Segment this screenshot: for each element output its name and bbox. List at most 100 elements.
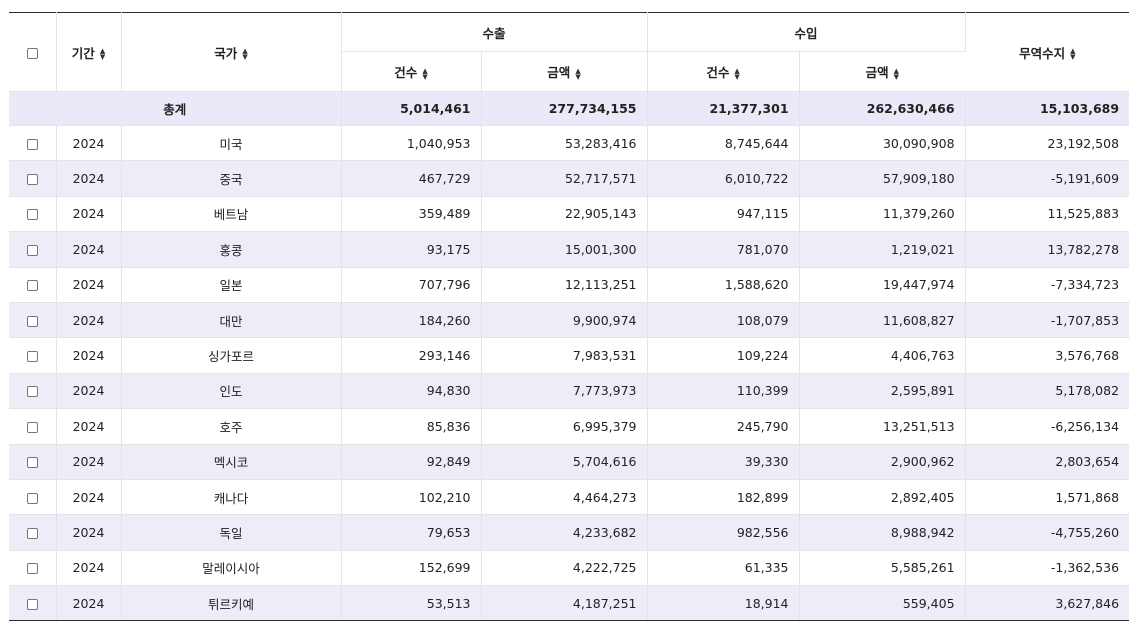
cell-import-amount: 57,909,180 bbox=[799, 160, 966, 197]
cell-country: 일본 bbox=[121, 267, 342, 303]
header-balance[interactable]: 무역수지 ▲ ▼ bbox=[965, 12, 1130, 92]
cell-import-amount: 1,219,021 bbox=[799, 231, 966, 268]
row-select-cell bbox=[9, 514, 57, 551]
row-checkbox[interactable] bbox=[26, 386, 38, 398]
cell-import-amount: 11,608,827 bbox=[799, 302, 966, 339]
header-import-count[interactable]: 건수 ▲ ▼ bbox=[647, 51, 800, 92]
cell-export-count: 293,146 bbox=[341, 337, 482, 374]
row-checkbox[interactable] bbox=[26, 527, 38, 539]
cell-import-count: 8,745,644 bbox=[647, 125, 800, 162]
header-country[interactable]: 국가 ▲ ▼ bbox=[121, 12, 342, 92]
row-checkbox[interactable] bbox=[26, 563, 38, 575]
table-row[interactable]: 2024 인도 94,830 7,773,973 110,399 2,595,891 5,1… bbox=[9, 373, 1130, 410]
cell-export-count: 467,729 bbox=[341, 160, 482, 197]
cell-export-amount: 7,983,531 bbox=[481, 337, 648, 374]
table-row[interactable]: 2024 튀르키예 53,513 4,187,251 18,914 559,405 3,62… bbox=[9, 585, 1130, 622]
table-row[interactable]: 2024 캐나다 102,210 4,464,273 182,899 2,892,405 1… bbox=[9, 479, 1130, 516]
row-checkbox[interactable] bbox=[26, 280, 38, 292]
header-import-amount[interactable]: 금액 ▲ ▼ bbox=[799, 51, 966, 92]
table-row[interactable]: 2024 싱가포르 293,146 7,983,531 109,224 4,406,763… bbox=[9, 337, 1130, 374]
select-all-checkbox[interactable] bbox=[26, 47, 38, 59]
table-row[interactable]: 2024 베트남 359,489 22,905,143 947,115 11,379,26… bbox=[9, 196, 1130, 233]
cell-balance: -5,191,609 bbox=[965, 160, 1130, 197]
total-import-amount: 262,630,466 bbox=[799, 91, 966, 126]
row-checkbox[interactable] bbox=[26, 174, 38, 186]
cell-period: 2024 bbox=[56, 302, 122, 339]
row-checkbox[interactable] bbox=[26, 244, 38, 256]
cell-country: 호주 bbox=[121, 408, 342, 445]
cell-export-count: 94,830 bbox=[341, 373, 482, 410]
sort-icon[interactable]: ▲ ▼ bbox=[422, 66, 428, 81]
row-select-cell bbox=[9, 160, 57, 197]
table-row[interactable]: 2024 독일 79,653 4,233,682 982,556 8,988,942 -4,… bbox=[9, 514, 1130, 551]
sort-icon[interactable]: ▲ ▼ bbox=[575, 66, 581, 81]
header-export-count[interactable]: 건수 ▲ ▼ bbox=[341, 51, 482, 92]
row-checkbox[interactable] bbox=[26, 138, 38, 150]
table-row[interactable]: 2024 중국 467,729 52,717,571 6,010,722 57,909,1… bbox=[9, 160, 1130, 197]
cell-import-count: 109,224 bbox=[647, 337, 800, 374]
cell-balance: 2,803,654 bbox=[965, 444, 1130, 480]
cell-import-count: 6,010,722 bbox=[647, 160, 800, 197]
row-checkbox[interactable] bbox=[26, 209, 38, 221]
cell-period: 2024 bbox=[56, 550, 122, 587]
cell-balance: 5,178,082 bbox=[965, 373, 1130, 410]
row-checkbox[interactable] bbox=[26, 351, 38, 363]
cell-export-amount: 9,900,974 bbox=[481, 302, 648, 339]
row-checkbox[interactable] bbox=[26, 421, 38, 433]
row-select-cell bbox=[9, 550, 57, 587]
cell-import-count: 1,588,620 bbox=[647, 267, 800, 303]
cell-period: 2024 bbox=[56, 196, 122, 233]
row-checkbox[interactable] bbox=[26, 598, 38, 610]
table-row[interactable]: 2024 미국 1,040,953 53,283,416 8,745,644 30,090… bbox=[9, 125, 1130, 162]
cell-export-count: 184,260 bbox=[341, 302, 482, 339]
row-select-cell bbox=[9, 585, 57, 622]
cell-import-amount: 2,892,405 bbox=[799, 479, 966, 516]
cell-period: 2024 bbox=[56, 231, 122, 268]
cell-import-amount: 2,595,891 bbox=[799, 373, 966, 410]
total-export-amount: 277,734,155 bbox=[481, 91, 648, 126]
cell-import-count: 947,115 bbox=[647, 196, 800, 233]
table-row[interactable]: 2024 호주 85,836 6,995,379 245,790 13,251,513 -6… bbox=[9, 408, 1130, 445]
row-checkbox[interactable] bbox=[26, 492, 38, 504]
table-row[interactable]: 2024 홍콩 93,175 15,001,300 781,070 1,219,021 13… bbox=[9, 231, 1130, 268]
cell-balance: 1,571,868 bbox=[965, 479, 1130, 516]
total-export-count: 5,014,461 bbox=[341, 91, 482, 126]
row-select-cell bbox=[9, 267, 57, 303]
cell-export-amount: 7,773,973 bbox=[481, 373, 648, 410]
table-row[interactable]: 2024 대만 184,260 9,900,974 108,079 11,608,827-… bbox=[9, 302, 1130, 339]
table-row[interactable]: 2024 멕시코 92,849 5,704,616 39,330 2,900,962 2,8… bbox=[9, 444, 1130, 480]
row-select-cell bbox=[9, 373, 57, 410]
row-checkbox[interactable] bbox=[26, 457, 38, 469]
sort-icon[interactable]: ▲ ▼ bbox=[1070, 47, 1076, 61]
cell-export-count: 93,175 bbox=[341, 231, 482, 268]
sort-icon[interactable]: ▲ ▼ bbox=[893, 66, 899, 81]
row-select-cell bbox=[9, 337, 57, 374]
cell-balance: 3,576,768 bbox=[965, 337, 1130, 374]
cell-export-count: 102,210 bbox=[341, 479, 482, 516]
sort-icon[interactable]: ▲ ▼ bbox=[99, 47, 106, 61]
cell-country: 독일 bbox=[121, 514, 342, 551]
cell-country: 대만 bbox=[121, 302, 342, 339]
table-row[interactable]: 2024 말레이시아 152,699 4,222,725 61,335 5,585,261… bbox=[9, 550, 1130, 587]
table-row[interactable]: 2024 일본 707,796 12,113,251 1,588,620 19,447,9… bbox=[9, 267, 1130, 303]
header-period[interactable]: 기간 ▲ ▼ bbox=[56, 12, 122, 92]
row-select-cell bbox=[9, 302, 57, 339]
total-balance: 15,103,689 bbox=[965, 91, 1130, 126]
header-period-label: 기간 bbox=[71, 45, 95, 61]
row-checkbox[interactable] bbox=[26, 315, 38, 327]
cell-period: 2024 bbox=[56, 160, 122, 197]
row-select-cell bbox=[9, 444, 57, 480]
cell-balance: 13,782,278 bbox=[965, 231, 1130, 268]
cell-import-amount: 13,251,513 bbox=[799, 408, 966, 445]
row-select-cell bbox=[9, 196, 57, 233]
cell-country: 멕시코 bbox=[121, 444, 342, 480]
header-export-amount[interactable]: 금액 ▲ ▼ bbox=[481, 51, 648, 92]
row-select-cell bbox=[9, 125, 57, 162]
trade-table-container: 기간 ▲ ▼ 국가 ▲ ▼ 수출 수입 무역수지 ▲ ▼ 건수 ▲ ▼ 금액 ▲ ▼ bbox=[9, 12, 1130, 622]
cell-period: 2024 bbox=[56, 585, 122, 622]
cell-import-amount: 30,090,908 bbox=[799, 125, 966, 162]
cell-import-amount: 19,447,974 bbox=[799, 267, 966, 303]
sort-icon[interactable]: ▲ ▼ bbox=[734, 66, 740, 81]
cell-export-amount: 4,187,251 bbox=[481, 585, 648, 622]
sort-icon[interactable]: ▲ ▼ bbox=[242, 47, 248, 61]
